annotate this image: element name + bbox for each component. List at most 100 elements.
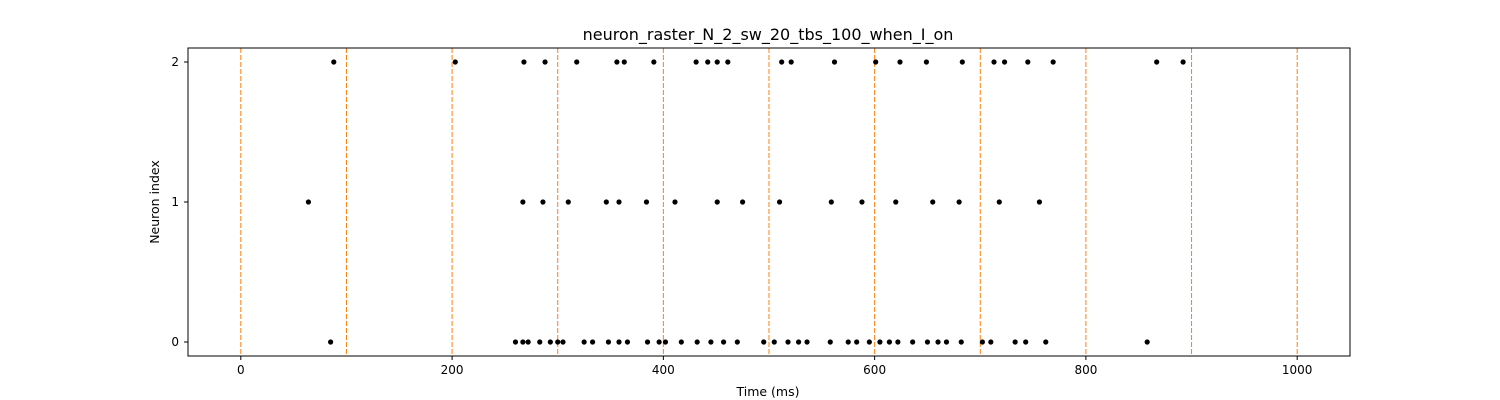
- spike-neuron-2: [651, 59, 657, 65]
- spike-neuron-0: [854, 339, 860, 345]
- spike-neuron-2: [542, 59, 548, 65]
- spike-neuron-0: [804, 339, 810, 345]
- spike-neuron-2: [614, 59, 620, 65]
- spike-neuron-0: [694, 339, 700, 345]
- spike-neuron-1: [739, 199, 746, 205]
- y-axis-ticks: 0 1 2: [171, 55, 188, 349]
- x-axis-ticks: 0 200 400 600 800 1000: [237, 356, 1312, 377]
- spike-neuron-1: [305, 199, 312, 205]
- spike-neuron-0: [560, 339, 566, 345]
- reference-lines: [240, 48, 1298, 356]
- y-tick-label: 2: [171, 55, 179, 69]
- x-tick-label: 0: [237, 363, 245, 377]
- spike-neuron-0: [328, 339, 334, 345]
- spike-neuron-2: [779, 59, 785, 65]
- spike-neuron-1: [603, 199, 609, 205]
- x-tick-label: 200: [441, 363, 464, 377]
- spike-neuron-1: [672, 199, 678, 205]
- spike-neuron-2: [331, 59, 337, 65]
- spike-neuron-2: [788, 59, 794, 65]
- y-tick-label: 0: [171, 335, 179, 349]
- spike-neuron-0: [785, 339, 791, 345]
- x-axis-label: Time (ms): [735, 384, 799, 399]
- spike-neuron-0: [547, 339, 553, 345]
- x-tick-label: 400: [652, 363, 675, 377]
- spike-neuron-0: [1144, 339, 1150, 345]
- spike-neuron-0: [958, 339, 964, 345]
- spike-neuron-1: [893, 199, 899, 205]
- spike-neuron-1: [520, 199, 526, 205]
- spike-neuron-0: [979, 339, 985, 345]
- spike-neuron-0: [988, 339, 994, 345]
- spike-neuron-0: [525, 339, 531, 345]
- y-tick-label: 1: [171, 195, 179, 209]
- spike-neuron-2: [991, 59, 997, 65]
- spike-neuron-0: [537, 339, 543, 345]
- chart-title: neuron_raster_N_2_sw_20_tbs_100_when_I_o…: [583, 25, 954, 45]
- spike-neuron-1: [956, 199, 962, 205]
- spike-neuron-0: [512, 339, 519, 345]
- spike-neuron-1: [616, 199, 622, 205]
- spike-neuron-0: [895, 339, 901, 345]
- spike-neuron-0: [1023, 339, 1029, 345]
- spike-neuron-0: [827, 339, 833, 345]
- spike-neuron-0: [662, 339, 669, 345]
- spike-neuron-2: [959, 59, 965, 65]
- spike-neuron-0: [624, 339, 631, 345]
- spike-neuron-0: [795, 339, 802, 345]
- spike-neuron-0: [771, 339, 777, 345]
- spike-neuron-0: [1012, 339, 1018, 345]
- spike-neuron-2: [1180, 59, 1186, 65]
- spike-neuron-0: [845, 339, 851, 345]
- spike-neuron-2: [621, 59, 627, 65]
- spike-neuron-0: [581, 339, 587, 345]
- spike-neuron-2: [1001, 59, 1008, 65]
- spike-neuron-0: [678, 339, 684, 345]
- spike-neuron-1: [565, 199, 571, 205]
- x-tick-label: 1000: [1282, 363, 1313, 377]
- spike-neuron-0: [866, 339, 872, 345]
- spike-neuron-0: [734, 339, 740, 345]
- spike-neuron-2: [897, 59, 903, 65]
- spike-neuron-0: [877, 339, 883, 345]
- spike-neuron-0: [605, 339, 612, 345]
- spike-neuron-0: [886, 339, 893, 345]
- x-tick-label: 800: [1074, 363, 1097, 377]
- spike-neuron-0: [708, 339, 714, 345]
- spike-neuron-0: [910, 339, 916, 345]
- spike-neuron-1: [828, 199, 834, 205]
- y-axis-label: Neuron index: [147, 160, 162, 244]
- spike-neuron-0: [761, 339, 767, 345]
- spike-neuron-2: [831, 59, 838, 65]
- spike-neuron-2: [1025, 59, 1031, 65]
- spike-neuron-0: [555, 339, 561, 345]
- spike-neuron-0: [935, 339, 941, 345]
- spike-neuron-2: [521, 59, 527, 65]
- spike-neuron-2: [873, 59, 879, 65]
- spike-neuron-2: [1154, 59, 1160, 65]
- spike-neuron-1: [1036, 199, 1043, 205]
- spike-neuron-0: [520, 339, 526, 345]
- spike-points: [305, 59, 1186, 345]
- spike-neuron-0: [656, 339, 662, 345]
- spike-neuron-0: [616, 339, 622, 345]
- spike-neuron-2: [1050, 59, 1056, 65]
- spike-neuron-2: [725, 59, 731, 65]
- spike-neuron-1: [714, 199, 720, 205]
- spike-neuron-0: [589, 339, 596, 345]
- spike-neuron-2: [452, 59, 458, 65]
- spike-neuron-2: [923, 59, 929, 65]
- spike-neuron-0: [943, 339, 950, 345]
- spike-neuron-0: [644, 339, 651, 345]
- spike-neuron-1: [930, 199, 936, 205]
- spike-neuron-2: [574, 59, 580, 65]
- spike-neuron-1: [643, 199, 650, 205]
- spike-neuron-1: [996, 199, 1002, 205]
- spike-neuron-0: [720, 339, 727, 345]
- spike-neuron-1: [859, 199, 865, 205]
- spike-neuron-1: [776, 199, 783, 205]
- spike-neuron-0: [924, 339, 931, 345]
- spike-neuron-1: [540, 199, 546, 205]
- x-tick-label: 600: [863, 363, 886, 377]
